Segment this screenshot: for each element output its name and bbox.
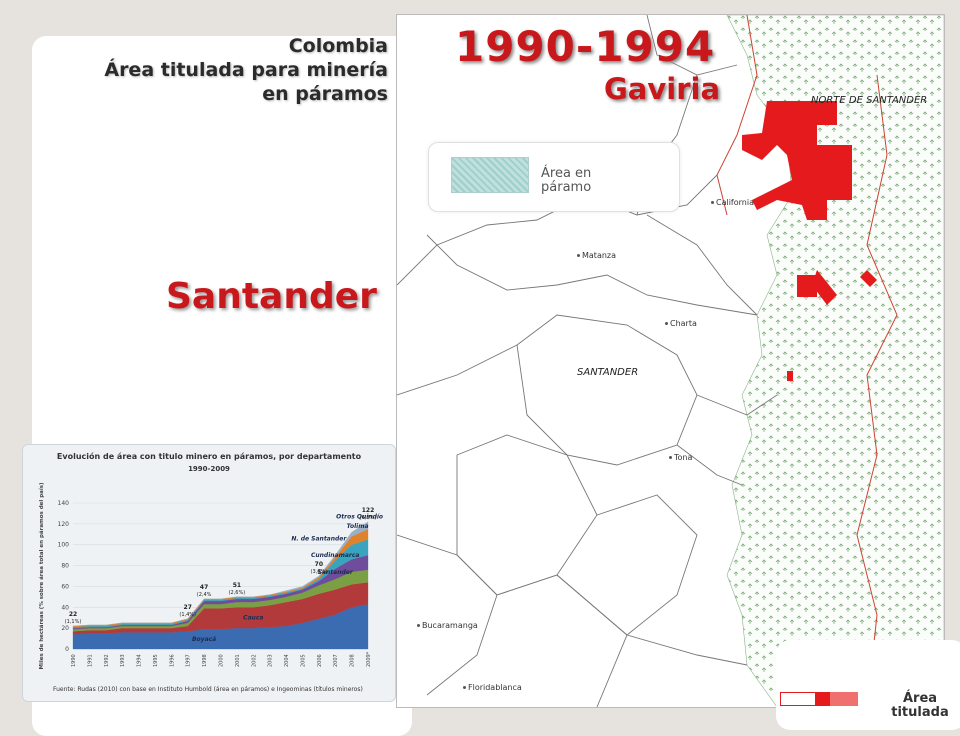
series-label: Santander [318, 569, 354, 576]
series-label: N. de Santander [291, 536, 347, 543]
legend-bar-full [816, 692, 830, 706]
annotation-percent: (1,1%) [65, 619, 82, 625]
place-dot [577, 254, 580, 257]
paramo-swatch [451, 157, 529, 193]
legend-bar-partial [830, 692, 858, 706]
x-tick-label: 2003 [268, 654, 274, 667]
y-tick-label: 100 [58, 542, 70, 549]
x-tick-label: 1995 [153, 654, 159, 667]
x-tick-label: 2009* [366, 651, 372, 667]
series-label: Cauca [243, 615, 263, 622]
title-block: Colombia Área titulada para minería en p… [104, 34, 388, 106]
place-label: California [716, 198, 754, 207]
place-tona: Tona [669, 453, 692, 462]
legend-bar-empty [780, 692, 816, 706]
annotation-value: 22 [69, 611, 77, 618]
place-label: Tona [674, 453, 693, 462]
x-tick-label: 2001 [235, 654, 241, 667]
title-country: Colombia [288, 35, 388, 57]
series-label: Cundinamarca [311, 552, 359, 559]
place-matanza: Matanza [577, 251, 616, 260]
annotation-value: 51 [233, 582, 241, 589]
title-subject: Área titulada para minería [104, 59, 388, 81]
annotation-percent: (3,6%) [311, 569, 328, 575]
annotation-value: 27 [184, 604, 192, 611]
place-charta: Charta [665, 319, 697, 328]
x-tick-label: 2002 [251, 654, 257, 667]
place-label: Bucaramanga [422, 621, 478, 630]
series-label: Otros Quindío [336, 514, 383, 521]
x-tick-label: 2008 [350, 654, 356, 667]
x-tick-label: 1990 [71, 654, 77, 667]
paramo-legend-label: Área en páramo [541, 166, 592, 195]
department-boundary-east [856, 74, 898, 707]
annotation-percent: (1,4%) [179, 612, 196, 618]
place-dot [463, 686, 466, 689]
dept-label-santander: SANTANDER [577, 367, 639, 378]
place-dot [665, 322, 668, 325]
chart-source: Fuente: Rudas (2010) con base en Institu… [53, 686, 363, 693]
area-chart: Evolución de área con titulo minero en p… [38, 451, 383, 693]
place-dot [669, 456, 672, 459]
x-tick-label: 1994 [137, 654, 143, 667]
chart-title: Evolución de área con titulo minero en p… [57, 451, 362, 461]
president-name: Gaviria [604, 72, 721, 106]
period-title: 1990-1994 [455, 22, 716, 71]
annotation-value: 70 [315, 561, 323, 568]
mining-titles [742, 101, 877, 381]
place-floridablanca: Floridablanca [463, 683, 522, 692]
place-label: Matanza [582, 251, 617, 260]
y-tick-label: 120 [58, 521, 70, 528]
department-boundary [716, 15, 758, 216]
x-tick-label: 1993 [120, 654, 126, 667]
y-axis-label: Miles de hectáreas (% sobre área total e… [38, 482, 45, 670]
place-label: Floridablanca [468, 683, 522, 692]
y-tick-label: 140 [58, 500, 70, 507]
annotation-value: 47 [200, 584, 208, 591]
x-tick-label: 2006 [317, 654, 323, 667]
y-tick-label: 60 [61, 583, 69, 590]
annotation-percent: (2,4% [197, 592, 212, 598]
y-tick-label: 40 [61, 604, 69, 611]
x-tick-label: 2007 [333, 654, 339, 667]
map-canvas [397, 15, 944, 707]
x-tick-label: 2000 [219, 654, 225, 667]
place-bucaramanga: Bucaramanga [417, 621, 478, 630]
annotation-percent: (6,3%) [360, 515, 377, 521]
bottom-legend-label: Área titulada [891, 691, 949, 720]
series-label: Tolima [347, 523, 369, 530]
place-dot [711, 201, 714, 204]
y-tick-label: 0 [65, 646, 69, 653]
bottom-legend-card [776, 640, 960, 730]
x-tick-label: 2005 [300, 654, 306, 667]
place-label: Charta [670, 319, 697, 328]
x-tick-label: 1991 [87, 654, 93, 667]
place-dot [417, 624, 420, 627]
annotation-percent: (2,6%) [229, 590, 246, 596]
x-tick-label: 1992 [104, 654, 110, 667]
chart-card: Evolución de área con titulo minero en p… [22, 444, 396, 702]
x-tick-label: 1996 [169, 654, 175, 667]
annotation-value: 122 [362, 507, 375, 514]
municipal-boundaries [397, 15, 778, 707]
map[interactable]: NORTE DE SANTANDER SANTANDER California … [396, 14, 945, 708]
x-tick-label: 2004 [284, 654, 290, 667]
region-title: Santander [166, 276, 377, 317]
chart-subtitle: 1990-2009 [188, 465, 230, 473]
dept-label-norte: NORTE DE SANTANDER [811, 95, 928, 106]
x-tick-label: 1997 [186, 654, 192, 667]
x-tick-label: 1998 [202, 654, 208, 667]
series-area-otros-quind-o [72, 521, 369, 627]
y-tick-label: 80 [61, 563, 69, 570]
series-label: Boyacá [192, 636, 216, 643]
place-california: California [711, 198, 754, 207]
y-tick-label: 20 [61, 625, 69, 632]
legend-card: Área en páramo [428, 142, 680, 212]
title-subject-2: en páramos [262, 83, 388, 105]
